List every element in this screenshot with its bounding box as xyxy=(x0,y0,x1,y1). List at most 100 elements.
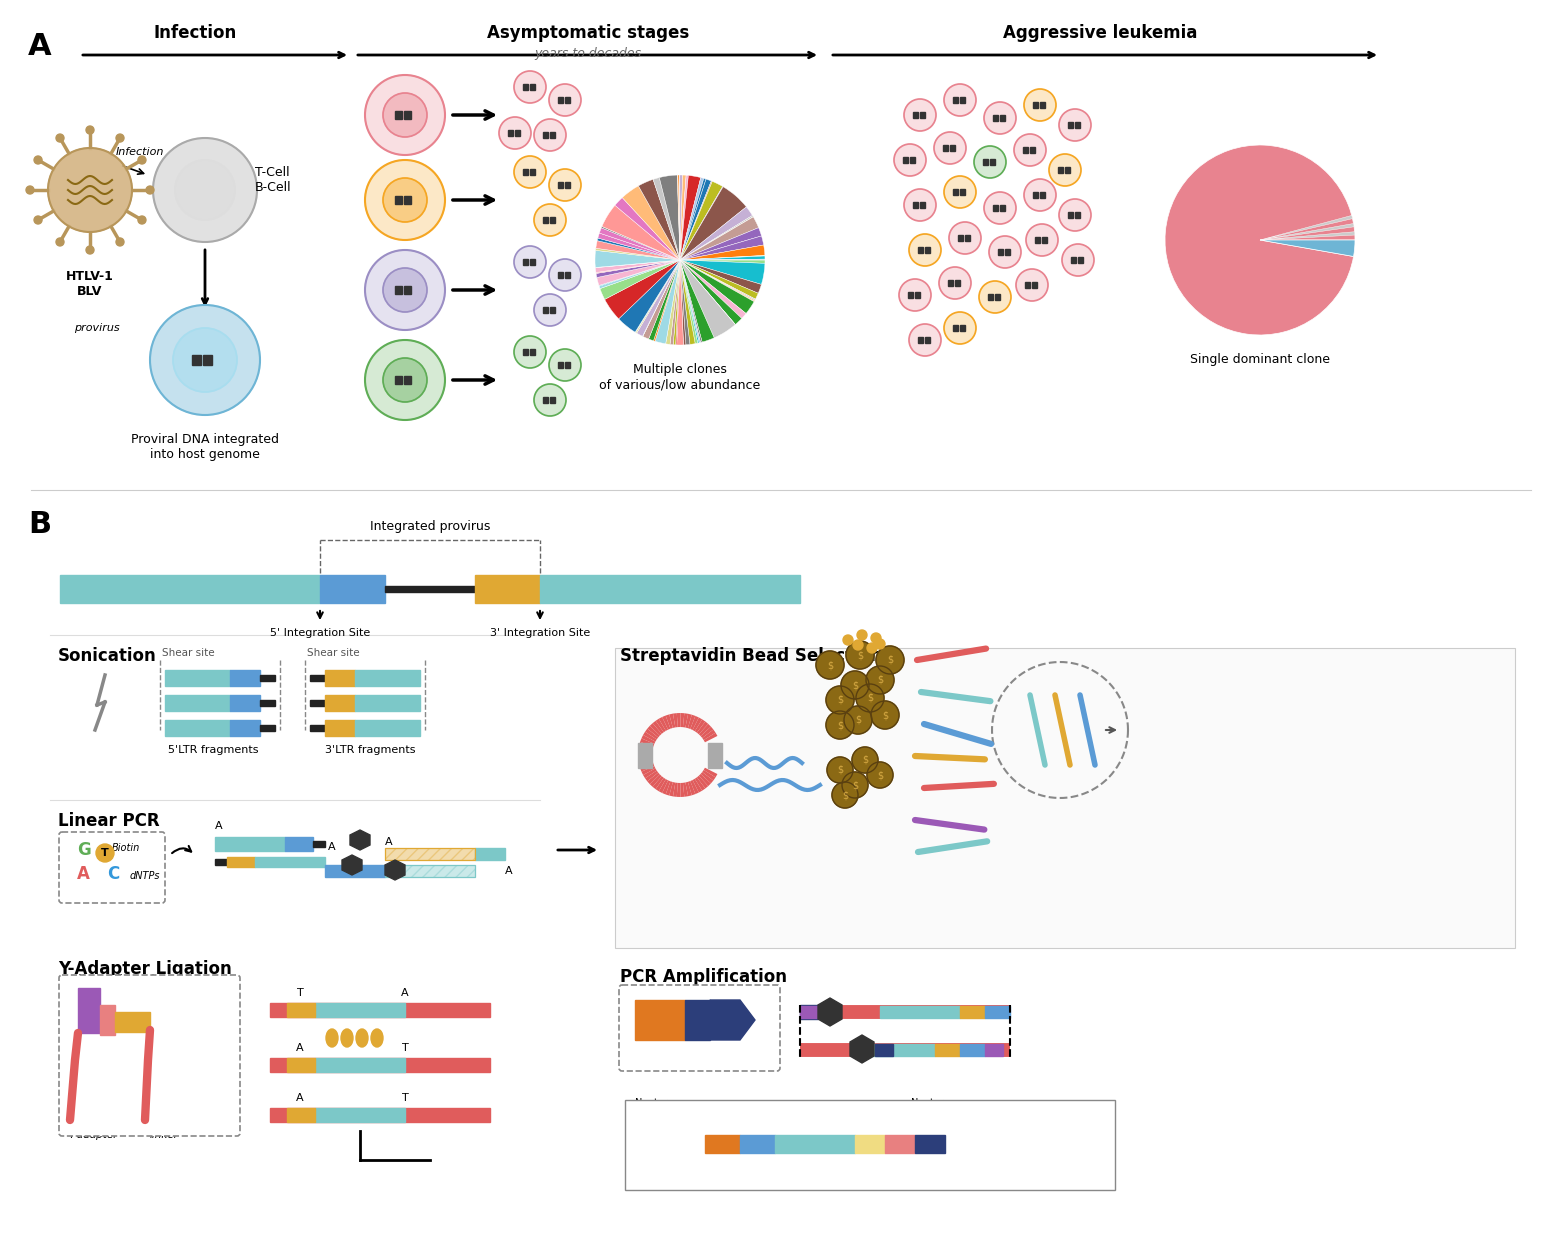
Bar xyxy=(259,674,275,681)
Text: Integrated provirus: Integrated provirus xyxy=(370,520,490,533)
Bar xyxy=(954,281,961,286)
Bar xyxy=(1032,282,1037,288)
Bar xyxy=(875,1045,893,1056)
Bar xyxy=(995,294,1000,299)
FancyArrow shape xyxy=(270,1058,490,1072)
Circle shape xyxy=(498,117,531,149)
Polygon shape xyxy=(704,733,717,743)
Bar xyxy=(230,696,259,710)
Circle shape xyxy=(900,279,931,310)
Bar xyxy=(879,1006,961,1018)
Bar xyxy=(704,1135,740,1153)
Wedge shape xyxy=(600,260,679,299)
Circle shape xyxy=(909,233,940,266)
Circle shape xyxy=(904,189,936,221)
Wedge shape xyxy=(679,260,754,302)
Bar xyxy=(1065,168,1070,173)
Text: Host genome: Host genome xyxy=(759,1110,825,1120)
Polygon shape xyxy=(692,718,703,732)
Wedge shape xyxy=(679,260,736,338)
Wedge shape xyxy=(636,260,679,333)
Circle shape xyxy=(876,646,904,674)
Wedge shape xyxy=(597,260,679,286)
Text: T: T xyxy=(102,848,109,858)
Text: A: A xyxy=(77,864,91,883)
Wedge shape xyxy=(679,236,764,260)
Bar xyxy=(515,130,520,135)
Polygon shape xyxy=(703,729,715,740)
Wedge shape xyxy=(644,260,679,339)
Polygon shape xyxy=(698,774,711,786)
Polygon shape xyxy=(640,764,654,771)
Wedge shape xyxy=(622,186,679,260)
Bar xyxy=(920,202,925,207)
Polygon shape xyxy=(711,1000,754,1040)
Polygon shape xyxy=(690,780,698,794)
Circle shape xyxy=(943,176,976,207)
Bar xyxy=(325,669,355,686)
Text: Shear site: Shear site xyxy=(162,648,214,658)
Polygon shape xyxy=(342,854,362,876)
Wedge shape xyxy=(679,217,753,260)
Circle shape xyxy=(989,236,1022,268)
Wedge shape xyxy=(679,260,700,343)
Text: $: $ xyxy=(842,790,848,800)
Wedge shape xyxy=(676,260,684,345)
Polygon shape xyxy=(669,782,675,796)
Text: UMI: UMI xyxy=(66,1036,81,1045)
Circle shape xyxy=(875,638,886,650)
Polygon shape xyxy=(701,773,714,784)
Polygon shape xyxy=(637,749,653,754)
Text: Sonication: Sonication xyxy=(58,647,156,664)
Circle shape xyxy=(1026,224,1057,256)
Bar xyxy=(961,1045,986,1056)
Circle shape xyxy=(95,845,114,862)
Circle shape xyxy=(514,156,547,188)
Bar xyxy=(550,397,555,402)
Bar xyxy=(59,575,320,604)
Wedge shape xyxy=(676,260,679,345)
Text: SS: SS xyxy=(839,1163,851,1172)
Bar xyxy=(312,841,325,847)
Polygon shape xyxy=(350,830,370,850)
Text: 3'LTR fragments: 3'LTR fragments xyxy=(325,745,415,755)
Text: $: $ xyxy=(851,780,858,790)
Circle shape xyxy=(383,358,426,402)
Text: $: $ xyxy=(862,755,868,765)
Polygon shape xyxy=(676,782,681,797)
Bar xyxy=(355,669,420,686)
Text: $: $ xyxy=(883,710,889,720)
Polygon shape xyxy=(665,781,673,796)
Bar xyxy=(998,250,1003,255)
Bar xyxy=(540,575,800,604)
Circle shape xyxy=(514,71,547,103)
Wedge shape xyxy=(679,175,689,260)
Text: T: T xyxy=(120,1033,127,1043)
Text: A: A xyxy=(216,821,223,831)
Wedge shape xyxy=(1261,215,1353,240)
Bar xyxy=(309,700,325,705)
Text: linker: linker xyxy=(150,1130,180,1140)
Text: Asymptomatic stages: Asymptomatic stages xyxy=(487,24,689,42)
Wedge shape xyxy=(600,260,679,288)
Bar xyxy=(918,337,923,343)
Bar xyxy=(953,189,958,195)
Bar xyxy=(395,111,401,119)
Circle shape xyxy=(975,147,1006,178)
Wedge shape xyxy=(679,260,754,313)
Wedge shape xyxy=(597,260,679,273)
Polygon shape xyxy=(687,714,695,729)
Bar xyxy=(523,260,528,265)
Bar xyxy=(1057,168,1062,173)
Bar xyxy=(565,272,570,278)
Bar xyxy=(1075,122,1079,128)
Ellipse shape xyxy=(372,1030,383,1047)
Circle shape xyxy=(858,630,867,640)
Wedge shape xyxy=(679,256,765,260)
Bar xyxy=(854,1045,936,1056)
Text: $: $ xyxy=(837,720,843,730)
Bar xyxy=(740,1135,775,1153)
Text: LTR: LTR xyxy=(714,1110,731,1120)
Bar xyxy=(615,648,1515,948)
Circle shape xyxy=(826,710,854,739)
